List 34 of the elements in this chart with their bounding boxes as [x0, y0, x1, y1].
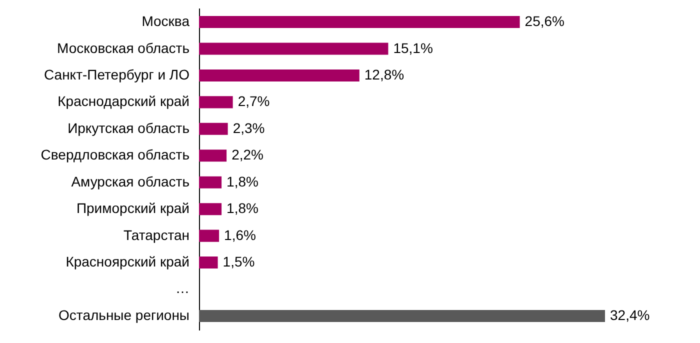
y-tick-label: Красноярский край [66, 254, 190, 270]
data-label: 1,6% [224, 226, 256, 243]
data-label: 2,3% [232, 120, 265, 136]
bar [199, 150, 227, 162]
data-label: 12,8% [364, 66, 404, 82]
bar [199, 256, 218, 269]
data-label: 32,4% [610, 306, 650, 323]
data-label: 15,1% [393, 40, 433, 56]
data-label: 1,8% [226, 200, 258, 216]
y-tick-label: Москва [142, 13, 190, 30]
data-label: 1,5% [222, 254, 255, 270]
bar [199, 69, 360, 82]
bar [199, 310, 605, 322]
bar [199, 230, 220, 242]
bar [199, 96, 233, 108]
y-tick-label: Московская область [57, 40, 190, 56]
data-label: 2,7% [238, 93, 270, 110]
y-tick-label: Приморский край [76, 200, 190, 216]
bar [199, 16, 520, 28]
bar [199, 42, 388, 55]
y-tick-label: Амурская область [71, 173, 190, 190]
data-label: 1,8% [226, 173, 258, 190]
y-tick-label: Остальные регионы [58, 306, 190, 323]
data-label: 25,6% [524, 13, 564, 30]
y-tick-label: Санкт-Петербург и ЛО [44, 66, 190, 82]
y-tick-label: Свердловская область [40, 146, 190, 163]
y-tick-label: … [176, 280, 190, 296]
bar [199, 122, 228, 135]
data-label: 2,2% [232, 146, 264, 163]
y-tick-label: Иркутская область [68, 120, 190, 136]
bar [199, 176, 222, 188]
y-tick-label: Краснодарский край [58, 93, 190, 110]
bar [199, 203, 222, 216]
y-tick-label: Татарстан [123, 226, 190, 243]
